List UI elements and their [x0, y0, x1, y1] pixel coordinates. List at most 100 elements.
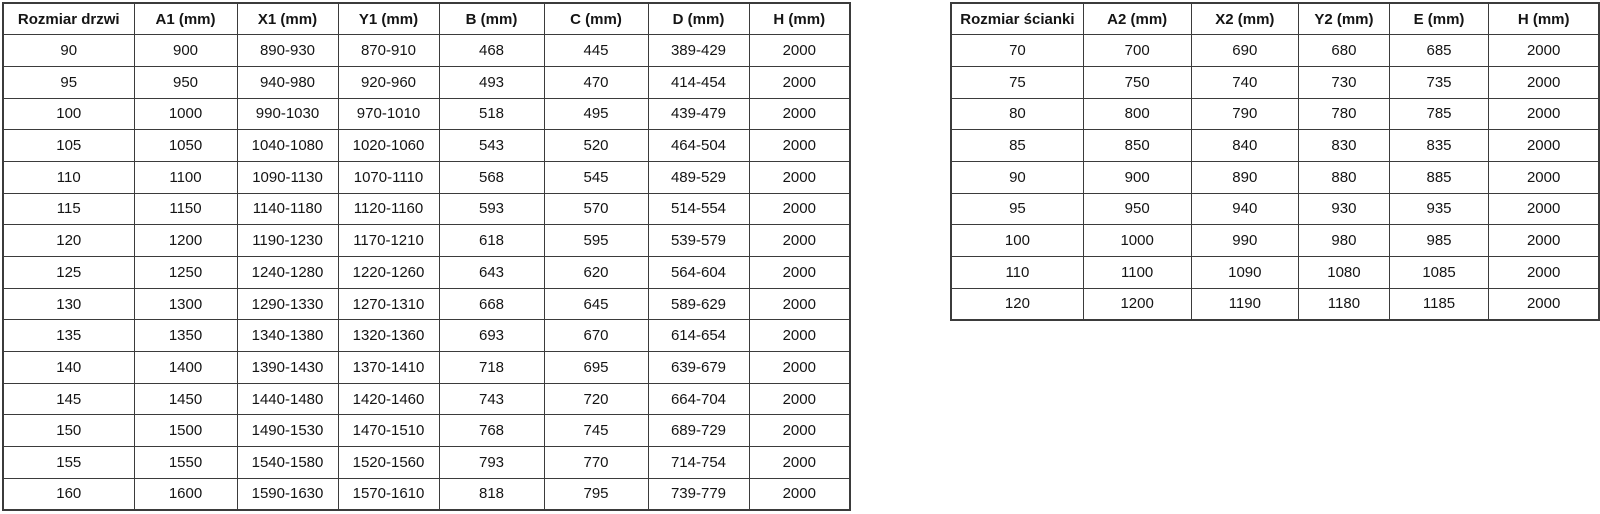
table-cell: 680 — [1298, 34, 1390, 67]
table-cell: 110 — [2, 160, 135, 194]
table-cell: 100 — [2, 97, 135, 131]
table-cell: 693 — [438, 319, 545, 353]
table-cell: 1600 — [133, 477, 238, 511]
table-cell: 2000 — [1488, 287, 1600, 321]
table-cell: 1320-1360 — [337, 319, 440, 353]
table-cell: 493 — [438, 65, 545, 99]
table-cell: 135 — [2, 319, 135, 353]
table-cell: 520 — [543, 129, 649, 162]
table-cell: 539-579 — [647, 224, 750, 257]
column-header: D (mm) — [647, 2, 750, 36]
table-cell: 890-930 — [236, 34, 339, 67]
table-cell: 793 — [438, 446, 545, 479]
table-cell: 130 — [2, 287, 135, 321]
table-row: 125 1250 1240-1280 1220-1260 643 620 564-604 20… — [2, 256, 851, 289]
table-row: 115 1150 1140-1180 1120-1160 593 570 514-554 20… — [2, 192, 851, 226]
table-cell: 643 — [438, 256, 545, 289]
table-cell: 489-529 — [647, 160, 750, 194]
table-cell: 2000 — [1488, 65, 1600, 99]
table-cell: 1100 — [1082, 256, 1192, 289]
table-cell: 389-429 — [647, 34, 750, 67]
table-cell: 160 — [2, 477, 135, 511]
table-row: 120 1200 1190 1180 1185 2000 — [950, 287, 1600, 321]
table-row: 155 1550 1540-1580 1520-1560 793 770 714-754 20… — [2, 446, 851, 479]
table-cell: 2000 — [748, 319, 851, 353]
table-cell: 1450 — [133, 382, 238, 416]
table-cell: 1170-1210 — [337, 224, 440, 257]
table-cell: 800 — [1082, 97, 1192, 131]
table-cell: 2000 — [1488, 34, 1600, 67]
table-cell: 1470-1510 — [337, 414, 440, 448]
table-cell: 880 — [1298, 160, 1390, 194]
table-cell: 105 — [2, 129, 135, 162]
table-row: 80 800 790 780 785 2000 — [950, 97, 1600, 131]
column-header: Rozmiar ścianki — [950, 2, 1084, 36]
table-cell: 514-554 — [647, 192, 750, 226]
table-cell: 1180 — [1298, 287, 1390, 321]
table-cell: 690 — [1190, 34, 1300, 67]
table-cell: 1090-1130 — [236, 160, 339, 194]
column-header: Y1 (mm) — [337, 2, 440, 36]
header-row: Rozmiar ścianki A2 (mm) X2 (mm) Y2 (mm) E (m… — [950, 2, 1600, 36]
table-cell: 1000 — [133, 97, 238, 131]
table-cell: 2000 — [748, 65, 851, 99]
table-cell: 1120-1160 — [337, 192, 440, 226]
door-size-table: Rozmiar drzwi A1 (mm) X1 (mm) Y1 (mm) B (mm)… — [2, 2, 851, 511]
table-cell: 785 — [1388, 97, 1490, 131]
table-row: 90 900 890 880 885 2000 — [950, 160, 1600, 194]
table-cell: 110 — [950, 256, 1084, 289]
table-cell: 830 — [1298, 129, 1390, 162]
table-cell: 740 — [1190, 65, 1300, 99]
table-cell: 1190 — [1190, 287, 1300, 321]
table-cell: 780 — [1298, 97, 1390, 131]
table-cell: 870-910 — [337, 34, 440, 67]
table-cell: 743 — [438, 382, 545, 416]
table-cell: 2000 — [748, 34, 851, 67]
table-row: 85 850 840 830 835 2000 — [950, 129, 1600, 162]
table-cell: 120 — [950, 287, 1084, 321]
column-header: H (mm) — [1488, 2, 1600, 36]
table-cell: 2000 — [748, 192, 851, 226]
table-cell: 90 — [2, 34, 135, 67]
table-cell: 930 — [1298, 192, 1390, 226]
table-cell: 589-629 — [647, 287, 750, 321]
table-cell: 1050 — [133, 129, 238, 162]
table-cell: 564-604 — [647, 256, 750, 289]
table-cell: 950 — [133, 65, 238, 99]
table-cell: 2000 — [748, 414, 851, 448]
table-row: 100 1000 990-1030 970-1010 518 495 439-479 2000 — [2, 97, 851, 131]
table-cell: 835 — [1388, 129, 1490, 162]
table-cell: 1540-1580 — [236, 446, 339, 479]
table-cell: 1390-1430 — [236, 351, 339, 384]
table-cell: 90 — [950, 160, 1084, 194]
table-row: 135 1350 1340-1380 1320-1360 693 670 614-654 20… — [2, 319, 851, 353]
table-cell: 689-729 — [647, 414, 750, 448]
table-cell: 1200 — [133, 224, 238, 257]
table-row: 100 1000 990 980 985 2000 — [950, 224, 1600, 257]
table-cell: 125 — [2, 256, 135, 289]
table-cell: 1270-1310 — [337, 287, 440, 321]
table-cell: 2000 — [748, 160, 851, 194]
table-cell: 1200 — [1082, 287, 1192, 321]
table-cell: 990-1030 — [236, 97, 339, 131]
table-cell: 1300 — [133, 287, 238, 321]
table-cell: 95 — [2, 65, 135, 99]
table-cell: 1350 — [133, 319, 238, 353]
table-cell: 1150 — [133, 192, 238, 226]
table-cell: 620 — [543, 256, 649, 289]
table-cell: 730 — [1298, 65, 1390, 99]
table-row: 95 950 940 930 935 2000 — [950, 192, 1600, 226]
header-row: Rozmiar drzwi A1 (mm) X1 (mm) Y1 (mm) B (mm)… — [2, 2, 851, 36]
table-cell: 670 — [543, 319, 649, 353]
table-cell: 80 — [950, 97, 1084, 131]
table-cell: 739-779 — [647, 477, 750, 511]
table-cell: 790 — [1190, 97, 1300, 131]
table-cell: 1420-1460 — [337, 382, 440, 416]
table-cell: 1550 — [133, 446, 238, 479]
table-cell: 2000 — [748, 477, 851, 511]
table-cell: 518 — [438, 97, 545, 131]
table-cell: 2000 — [748, 351, 851, 384]
table-row: 95 950 940-980 920-960 493 470 414-454 2000 — [2, 65, 851, 99]
table-cell: 890 — [1190, 160, 1300, 194]
table-cell: 2000 — [748, 382, 851, 416]
